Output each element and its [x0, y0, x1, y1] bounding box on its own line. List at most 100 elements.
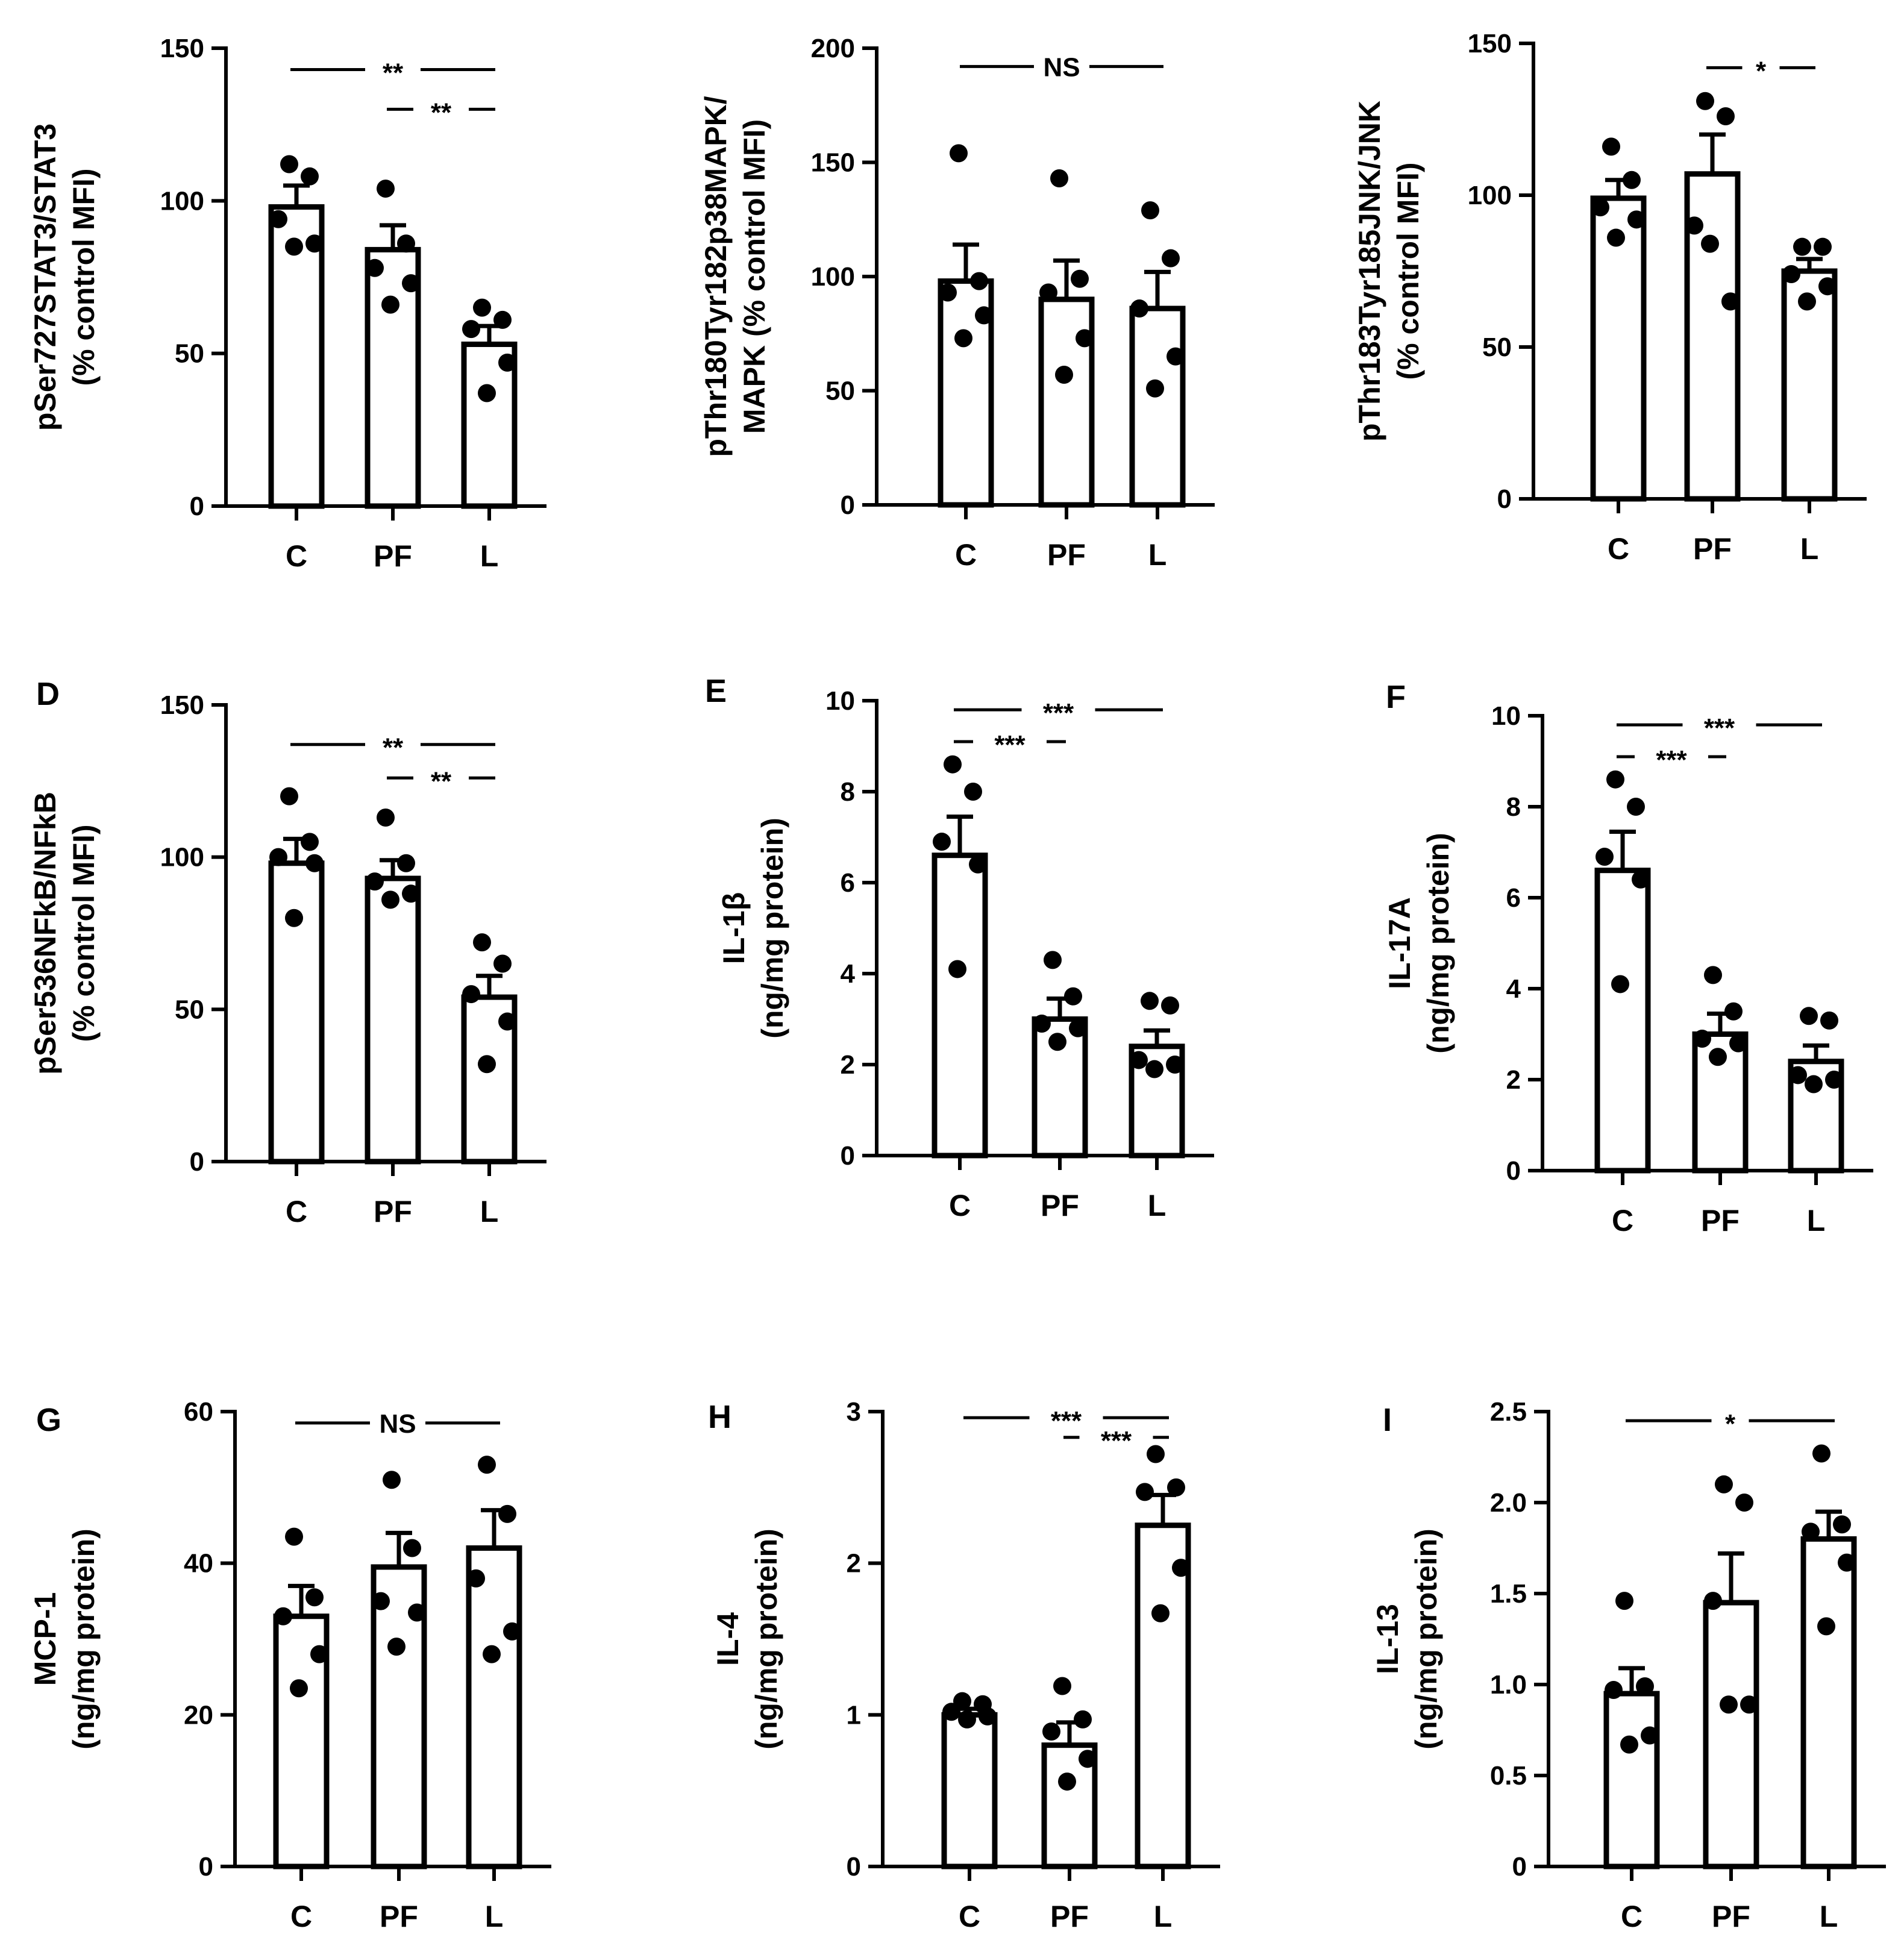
y-axis-title-line: (% control MFI): [1391, 162, 1425, 380]
x-tick-label-l: L: [485, 1900, 504, 1933]
data-point-l: [1172, 1559, 1190, 1577]
x-tick-label-l: L: [1148, 1189, 1167, 1222]
bar-c: [1590, 195, 1647, 502]
bar-c: [268, 860, 325, 1165]
y-tick-label: 2.0: [1490, 1488, 1527, 1518]
data-point-pf: [1044, 951, 1062, 969]
data-point-pf: [397, 234, 415, 253]
data-point-pf: [403, 1539, 421, 1557]
x-tick-label-l: L: [1807, 1204, 1826, 1237]
data-point-l: [1145, 1060, 1163, 1078]
panel-il4: H 0 1 2 3 C PF L IL-4 (ng/mg protein) *** ***: [708, 1397, 1220, 1933]
data-point-pf: [1055, 365, 1073, 384]
data-point-pf: [366, 872, 384, 891]
data-point-l: [473, 933, 491, 952]
y-axis-title: pThr180Tyr182p38MAPK/MAPK (% control MFI…: [699, 96, 771, 457]
data-point-c: [1641, 1726, 1659, 1745]
x-tick-label-pf: PF: [374, 1195, 412, 1228]
panel-il1b: E 0 2 4 6 8 10 C PF L IL-1β (ng/mg protein) *** ***: [705, 673, 1214, 1222]
data-point-c: [285, 1527, 303, 1546]
data-point-c: [1607, 228, 1625, 247]
y-tick-label: 10: [825, 686, 855, 716]
data-point-pf: [1053, 1677, 1071, 1695]
y-tick-label: 0: [190, 492, 204, 521]
data-point-c: [1611, 975, 1629, 993]
data-point-c: [269, 210, 287, 228]
data-point-pf: [1724, 1002, 1743, 1021]
data-point-pf: [402, 884, 420, 903]
bar-l: [1129, 305, 1186, 508]
bar-pf: [365, 246, 421, 509]
bar-pf: [1703, 1600, 1759, 1869]
y-tick-label: 6: [1506, 883, 1521, 913]
y-tick-label: 200: [811, 34, 855, 63]
x-tick-label-c: C: [286, 1195, 307, 1228]
data-point-l: [493, 310, 512, 329]
data-point-c: [950, 144, 968, 163]
y-axis-title-line: MCP-1: [28, 1592, 62, 1686]
y-tick-label: 2.5: [1490, 1397, 1527, 1427]
panel-letter: H: [708, 1399, 731, 1435]
data-point-l: [1136, 1483, 1154, 1501]
data-point-pf: [383, 1471, 401, 1489]
data-point-c: [301, 167, 319, 186]
y-tick-label: 0: [841, 1141, 855, 1171]
significance-label: NS: [1043, 52, 1080, 82]
bar-l: [1135, 1522, 1191, 1869]
error-bar-l: [1144, 1028, 1170, 1047]
data-point-pf: [1735, 1494, 1753, 1512]
y-tick-label: 50: [175, 339, 204, 369]
error-bar-c: [1609, 830, 1636, 871]
x-tick-label-pf: PF: [380, 1900, 418, 1933]
data-point-l: [478, 384, 496, 402]
data-point-c: [1602, 137, 1620, 156]
x-tick-label-c: C: [955, 538, 977, 572]
data-point-l: [1818, 277, 1837, 296]
data-point-pf: [377, 180, 395, 198]
significance-label: **: [431, 766, 452, 796]
data-point-pf: [1064, 987, 1082, 1006]
data-point-pf: [377, 808, 395, 827]
panel-letter: G: [36, 1402, 61, 1438]
data-point-l: [473, 298, 491, 317]
data-point-c: [1627, 210, 1646, 229]
data-point-l: [493, 954, 512, 973]
data-point-l: [1141, 992, 1159, 1010]
error-bar-l: [1150, 1492, 1176, 1525]
significance-label: *: [1725, 1409, 1736, 1439]
data-point-l: [498, 1012, 516, 1031]
data-point-pf: [408, 1603, 426, 1622]
data-point-pf: [1709, 1048, 1727, 1066]
y-axis-title-line: pThr183Tyr185JNK/JNK: [1353, 101, 1386, 442]
data-point-l: [1800, 1007, 1818, 1025]
y-axis-title-line: (ng/mg protein): [756, 818, 789, 1039]
data-point-pf: [1069, 1019, 1087, 1037]
data-point-c: [954, 329, 972, 348]
data-point-l: [1162, 249, 1180, 267]
data-point-l: [1814, 237, 1832, 256]
error-bar-pf: [386, 1530, 412, 1567]
y-tick-label: 0: [1512, 1852, 1527, 1882]
y-tick-label: 1: [847, 1700, 861, 1730]
data-point-l: [1130, 1051, 1148, 1069]
x-tick-label-l: L: [1154, 1900, 1173, 1933]
significance-label: *: [1756, 56, 1767, 86]
y-axis-title: pThr183Tyr185JNK/JNK (% control MFI): [1353, 101, 1425, 442]
y-axis-title-line: (ng/mg protein): [1421, 833, 1455, 1054]
data-point-c: [975, 306, 993, 325]
y-axis-title-line: IL-4: [711, 1612, 745, 1666]
y-axis-title-line: IL-1β: [717, 892, 751, 964]
y-tick-label: 2: [1506, 1065, 1521, 1095]
y-tick-label: 100: [160, 186, 204, 216]
y-tick-label: 0: [841, 490, 855, 520]
data-point-c: [958, 1710, 976, 1729]
y-tick-label: 6: [841, 868, 855, 898]
y-axis-title-line: (ng/mg protein): [750, 1528, 783, 1750]
data-point-c: [1605, 1681, 1623, 1700]
error-bar-c: [953, 242, 979, 281]
y-tick-label: 100: [160, 843, 204, 872]
data-point-l: [1793, 237, 1811, 256]
data-point-pf: [1079, 1750, 1097, 1768]
bar-l: [466, 1545, 522, 1869]
data-point-pf: [1740, 1695, 1758, 1714]
